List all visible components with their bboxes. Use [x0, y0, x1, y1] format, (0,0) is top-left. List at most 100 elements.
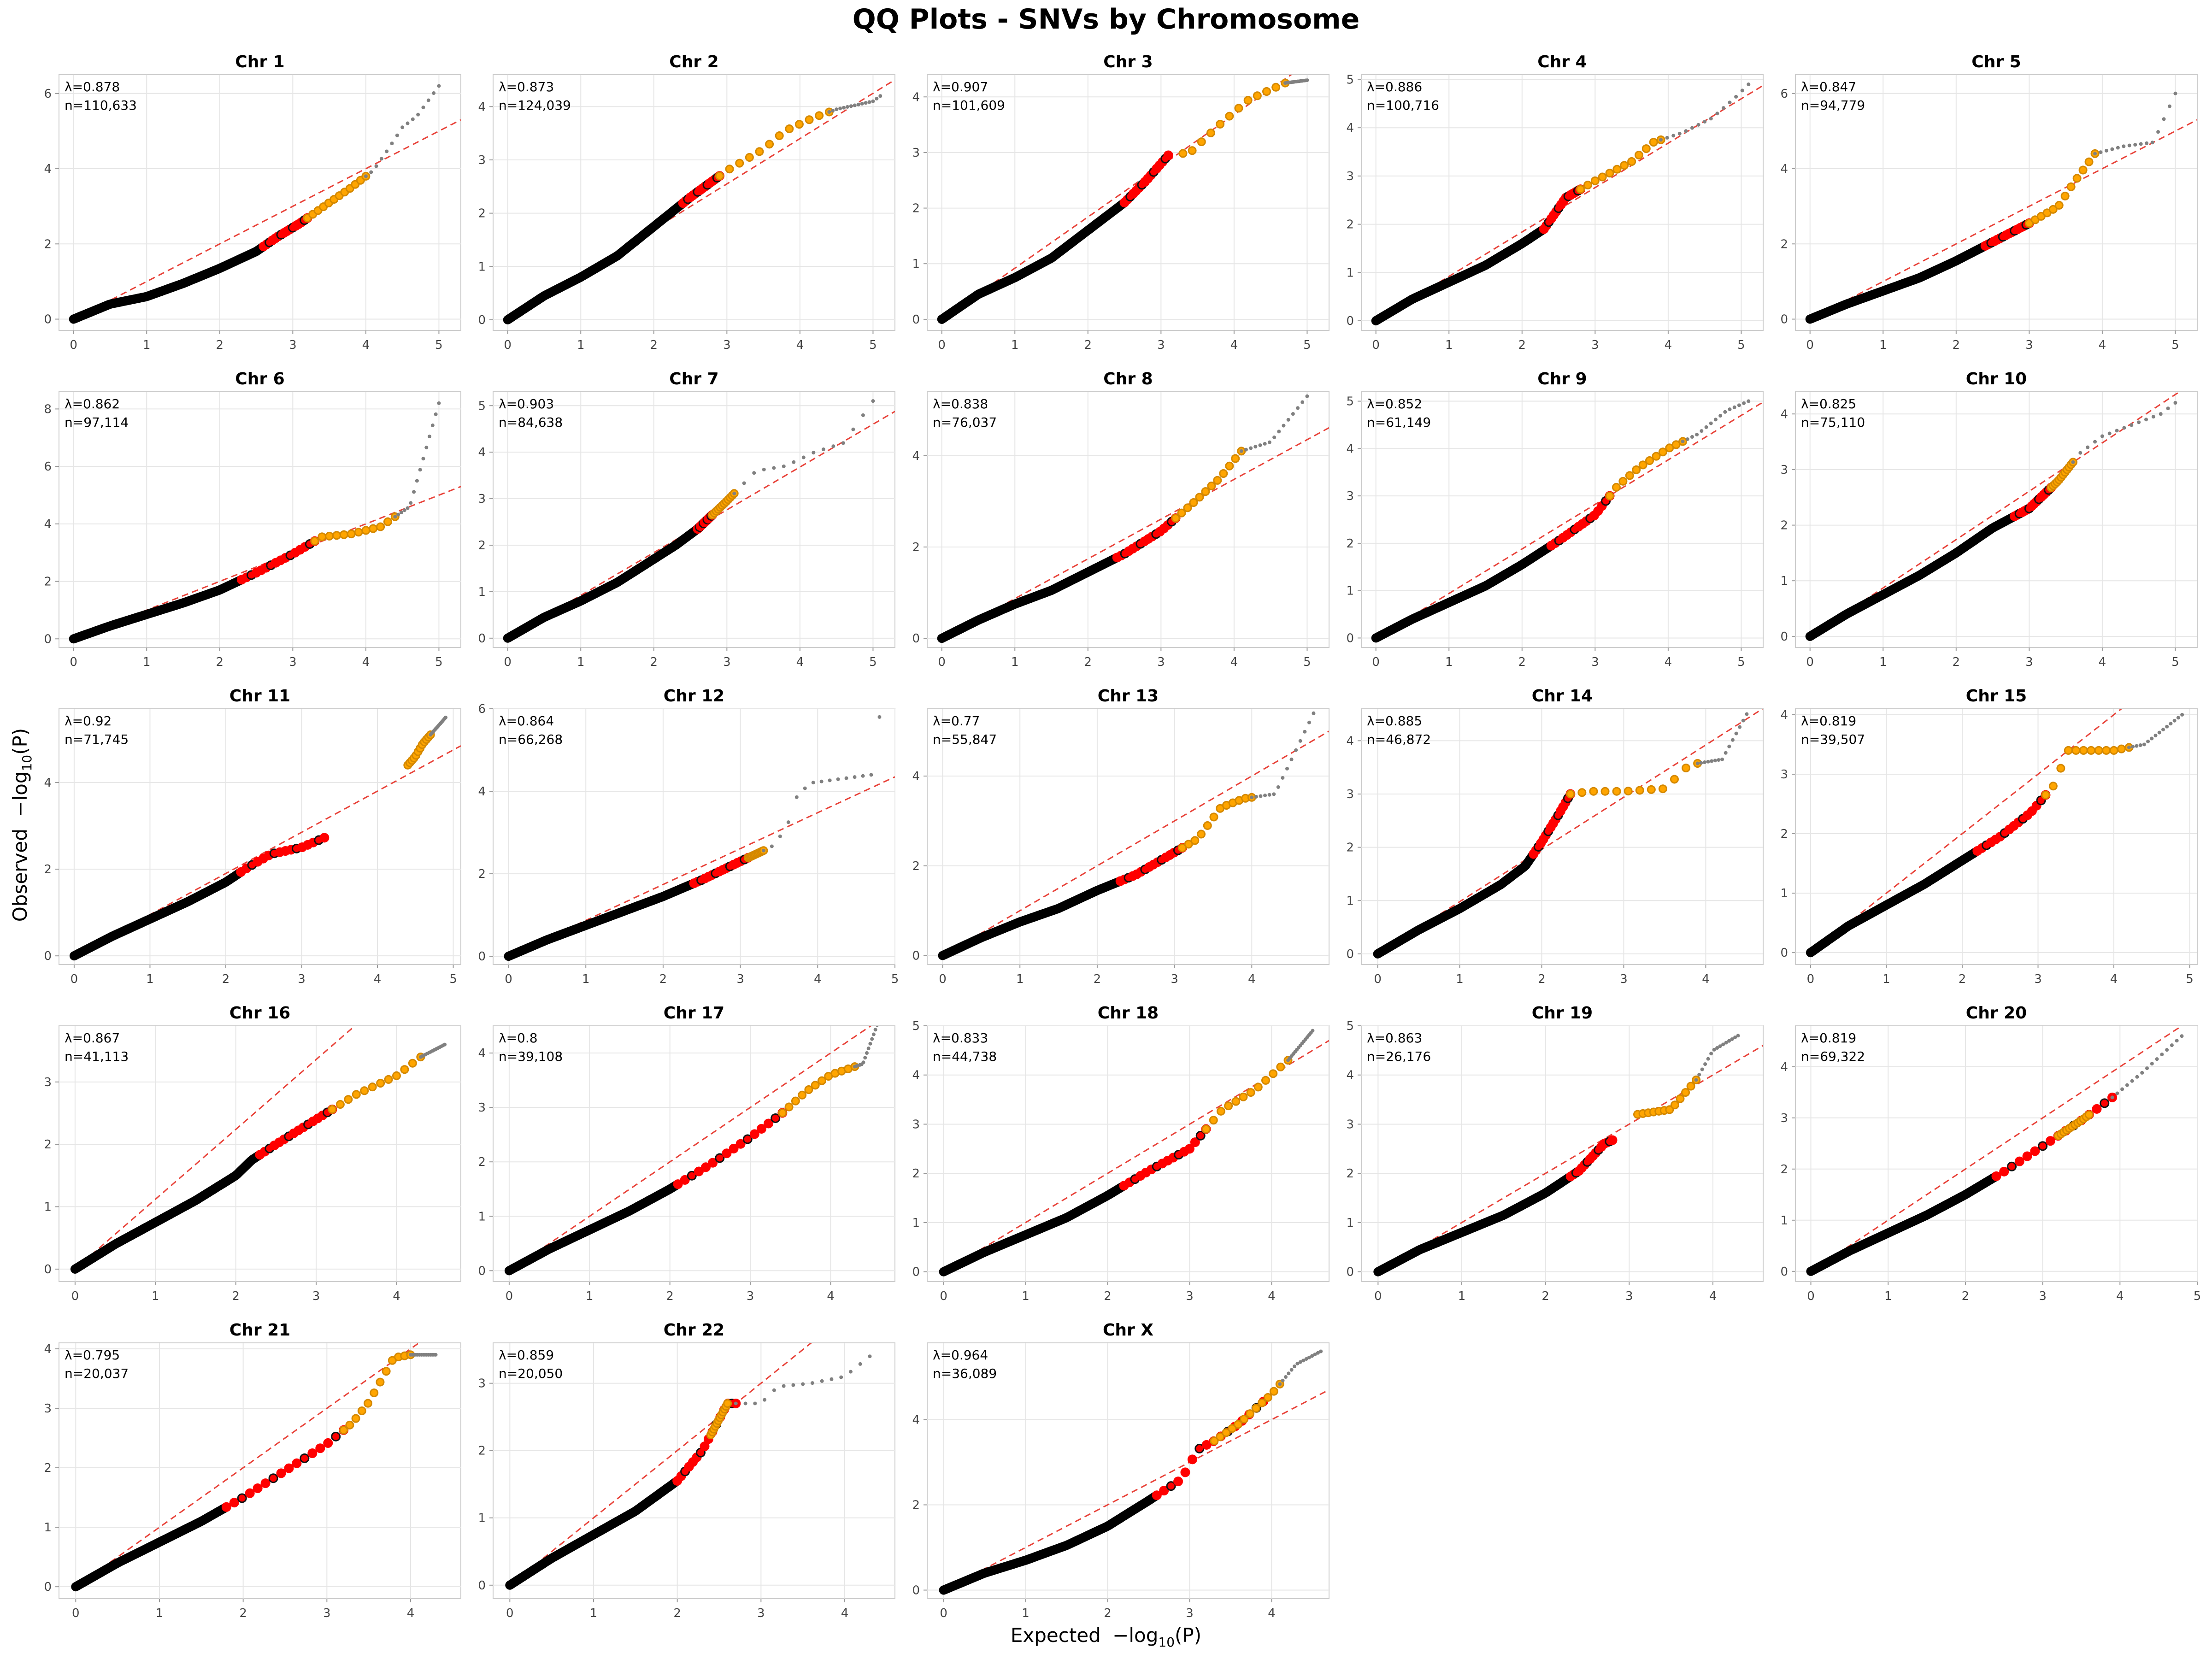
x-tick-label: 4 — [796, 655, 804, 669]
y-tick-label: 1 — [1780, 887, 1788, 900]
significant-point — [284, 1463, 294, 1473]
tail-point — [791, 1383, 795, 1387]
significant-point — [292, 1458, 302, 1468]
n-annotation: n=75,110 — [1801, 415, 1865, 430]
suggestive-point — [357, 1406, 366, 1416]
tail-point — [2127, 143, 2131, 147]
tail-point — [406, 121, 410, 125]
tail-point — [877, 715, 882, 719]
significant-point — [253, 1483, 263, 1493]
tail-point — [861, 774, 865, 778]
panel-title: Chr 1 — [235, 53, 284, 71]
suggestive-point — [1658, 784, 1667, 794]
y-tick-label: 1 — [912, 1216, 920, 1230]
tail-point — [761, 848, 765, 853]
tail-point — [1696, 123, 1700, 127]
tail-point — [1258, 443, 1262, 447]
x-tick-label: 1 — [590, 1606, 598, 1620]
tail-point — [1732, 405, 1736, 409]
x-tick-label: 3 — [289, 338, 297, 352]
tail-point — [831, 444, 835, 448]
tail-point — [2166, 406, 2170, 411]
significant-point — [1607, 1135, 1618, 1145]
qq-panel: 0 1 2 3 4 5 0 1 2 3 4 λ=0.825 n=75,110 Chr 10 — [1780, 370, 2198, 669]
tail-point — [1699, 761, 1703, 765]
suggestive-point — [368, 1082, 377, 1092]
tail-point — [2172, 718, 2177, 723]
y-tick-label: 4 — [44, 162, 52, 176]
tail-point — [803, 786, 807, 790]
tail-point — [1734, 731, 1738, 735]
x-tick-label: 5 — [435, 655, 443, 669]
x-tick-label: 2 — [659, 972, 667, 986]
suggestive-point — [2072, 174, 2082, 183]
y-tick-label: 6 — [44, 460, 52, 474]
suggestive-point — [1635, 786, 1644, 795]
x-tick-label: 0 — [504, 655, 512, 669]
suggestive-point — [1676, 1094, 1685, 1103]
tail-point — [1249, 446, 1253, 450]
y-tick-label: 0 — [44, 1580, 52, 1594]
significant-point — [742, 1134, 753, 1144]
tail-point — [2165, 1048, 2169, 1052]
bulk-points — [1371, 224, 1549, 326]
tail-point — [1300, 400, 1305, 404]
tail-point — [1313, 1353, 1317, 1357]
suggestive-point — [1231, 1097, 1241, 1106]
y-tick-label: 0 — [912, 313, 920, 327]
tail-point — [2127, 745, 2131, 749]
x-tick-label: 2 — [650, 655, 658, 669]
suggestive-point — [2084, 1110, 2094, 1119]
suggestive-point — [745, 153, 754, 162]
tail-point — [861, 413, 865, 417]
x-tick-label: 3 — [747, 1289, 754, 1303]
lambda-annotation: λ=0.92 — [65, 713, 112, 729]
suggestive-point — [2060, 191, 2070, 200]
tail-point — [2135, 744, 2139, 748]
x-tick-label: 0 — [506, 1606, 514, 1620]
suggestive-point — [1605, 491, 1614, 500]
suggestive-point — [383, 517, 392, 526]
x-tick-label: 3 — [1171, 972, 1178, 986]
tail-point — [437, 401, 441, 405]
suggestive-point — [2094, 746, 2103, 755]
suggestive-point — [1222, 1428, 1231, 1437]
tail-point — [1685, 437, 1689, 441]
x-tick-label: 5 — [869, 655, 877, 669]
panel-plot-area — [1805, 392, 2181, 641]
n-annotation: n=36,089 — [933, 1366, 997, 1381]
y-tick-label: 5 — [912, 1019, 920, 1033]
y-tick-label: 0 — [912, 1584, 920, 1598]
lambda-annotation: λ=0.903 — [499, 396, 554, 412]
n-annotation: n=69,322 — [1801, 1049, 1865, 1064]
x-tick-label: 1 — [577, 655, 585, 669]
tail-point — [1730, 738, 1735, 742]
tail-point — [1285, 766, 1289, 771]
tail-point — [801, 1382, 805, 1386]
suggestive-point — [1239, 1092, 1248, 1101]
tail-point — [1681, 439, 1685, 443]
suggestive-point — [1216, 1432, 1225, 1441]
tail-point — [1695, 761, 1700, 765]
suggestive-point — [351, 1414, 360, 1423]
significant-point — [722, 1148, 732, 1159]
lambda-annotation: λ=0.77 — [933, 713, 980, 729]
tail-point — [812, 451, 816, 455]
significant-point — [715, 1153, 725, 1163]
y-tick-label: 0 — [478, 313, 486, 327]
y-tick-label: 2 — [44, 863, 52, 877]
x-tick-label: 1 — [1011, 655, 1019, 669]
significant-point — [749, 1129, 759, 1139]
suggestive-point — [345, 1420, 354, 1430]
x-tick-label: 3 — [312, 1289, 320, 1303]
suggestive-point — [765, 140, 774, 149]
y-tick-label: 4 — [1346, 121, 1354, 135]
tail-point — [853, 103, 857, 107]
suggestive-point — [784, 1102, 794, 1112]
suggestive-point — [1195, 493, 1204, 502]
suggestive-point — [400, 1065, 409, 1074]
y-tick-label: 0 — [44, 949, 52, 963]
y-tick-label: 4 — [1346, 442, 1354, 456]
y-tick-label: 4 — [1780, 708, 1788, 722]
y-tick-label: 3 — [478, 1101, 486, 1115]
